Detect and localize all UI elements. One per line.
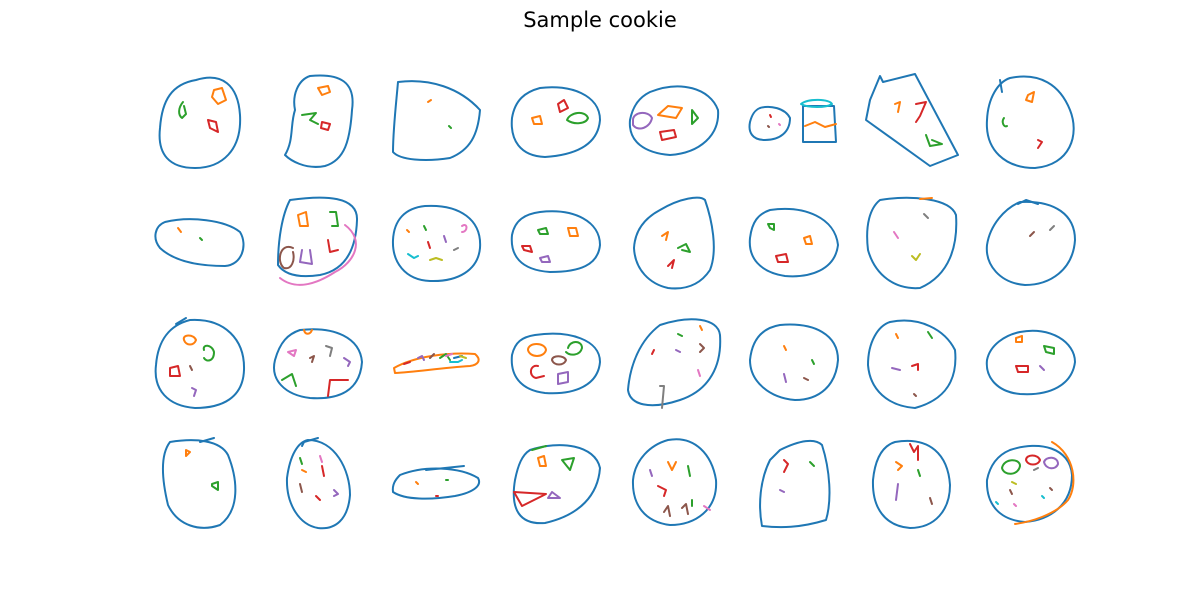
cookie-sketch bbox=[631, 438, 718, 526]
cookie-sketch bbox=[273, 328, 363, 400]
cookie-sketch bbox=[277, 196, 359, 286]
cookie-sketch bbox=[985, 441, 1075, 525]
cookie-sketch bbox=[748, 98, 837, 143]
cookie-sketch bbox=[749, 323, 839, 401]
cookie-sketch bbox=[985, 329, 1076, 396]
cookie-sketch bbox=[748, 208, 839, 278]
cookie-sketch bbox=[154, 218, 245, 267]
cookie-sketch bbox=[154, 317, 246, 409]
cookie-sketch bbox=[633, 196, 715, 290]
cookie-sketch bbox=[391, 465, 480, 500]
cookie-sketch bbox=[865, 73, 959, 167]
figure-title: Sample cookie bbox=[523, 8, 677, 32]
cookie-sketch bbox=[867, 319, 957, 409]
cookie-sketch bbox=[391, 204, 482, 283]
cookie-sketch bbox=[158, 76, 242, 169]
cookie-sketch bbox=[985, 199, 1076, 286]
cookie-sketch bbox=[512, 444, 601, 525]
cookie-sketch bbox=[284, 74, 354, 168]
cookie-sketch bbox=[871, 439, 951, 529]
cookie-sketch bbox=[627, 318, 722, 409]
cookie-sketch bbox=[393, 352, 480, 374]
cookie-sketch bbox=[628, 85, 720, 156]
cookie-sketch bbox=[510, 332, 601, 395]
cookie-sketch bbox=[510, 86, 601, 158]
cookie-sketch bbox=[162, 437, 237, 529]
cookie-sketch bbox=[510, 210, 601, 273]
cookie-sketch bbox=[985, 75, 1075, 169]
cookie-sketch bbox=[759, 439, 831, 529]
cookie-sketch bbox=[285, 437, 351, 530]
cookie-sketch bbox=[392, 80, 481, 161]
cookie-sketch bbox=[866, 196, 958, 290]
